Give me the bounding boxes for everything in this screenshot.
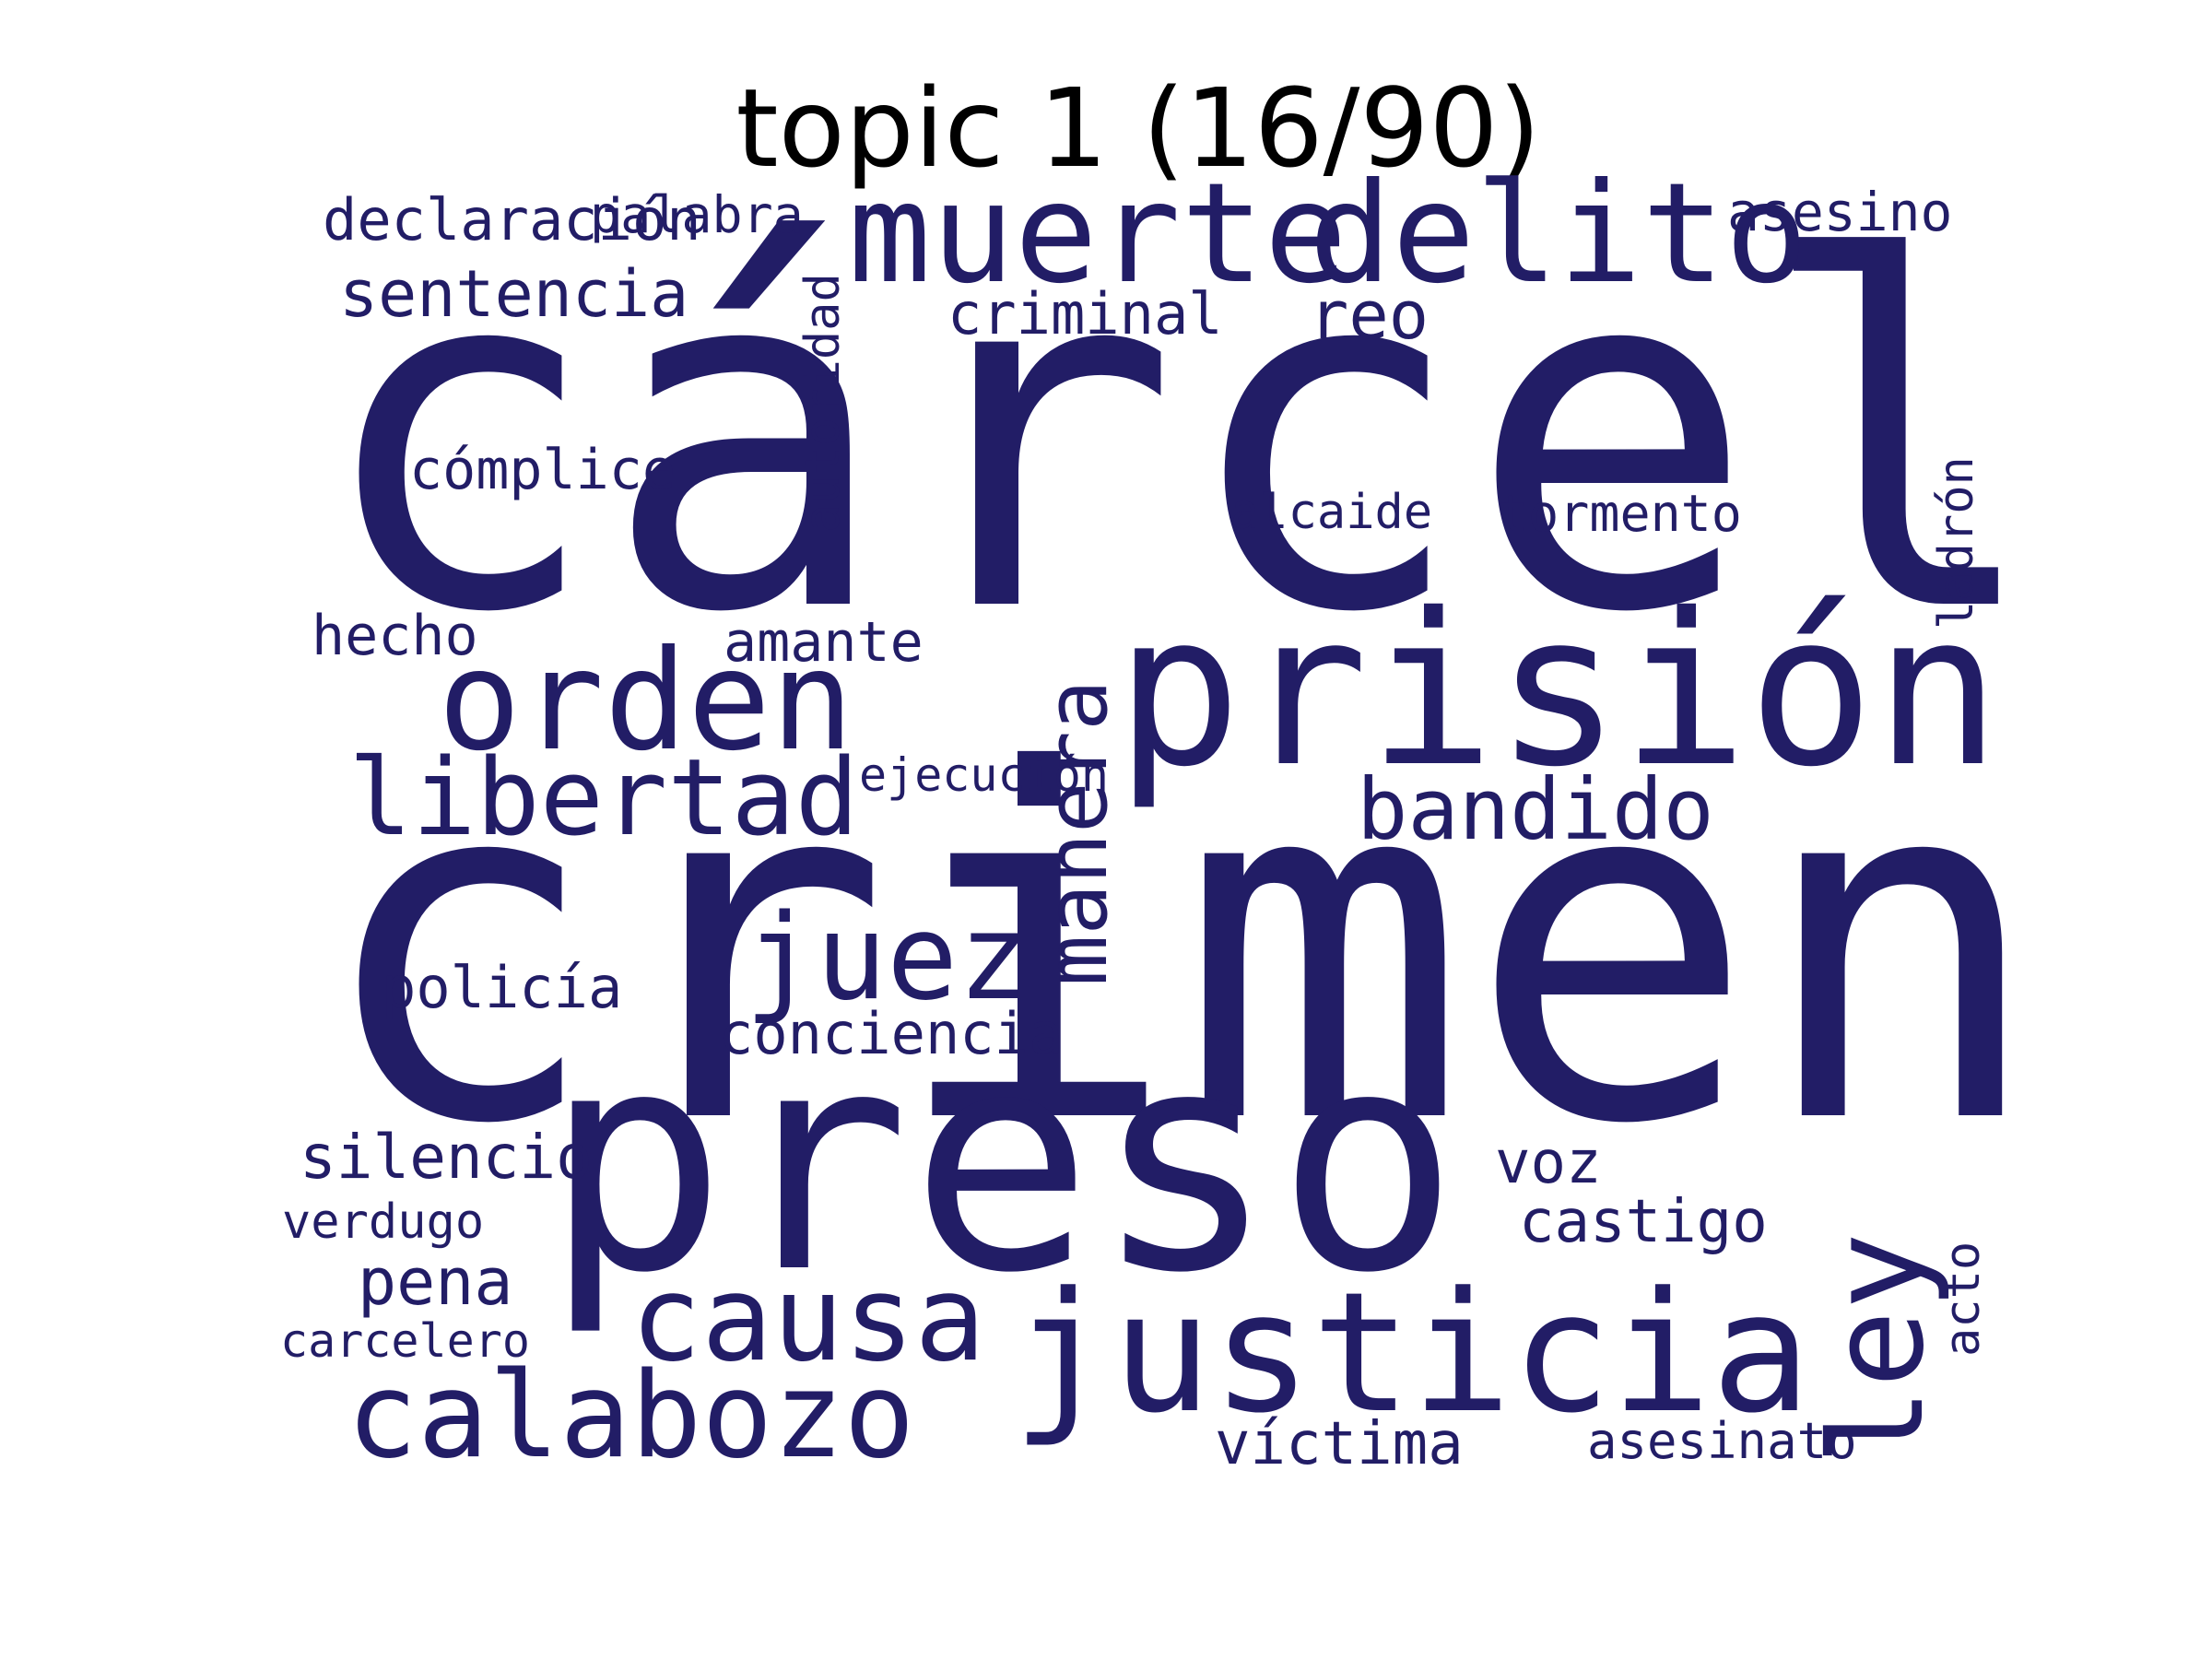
word-asesinato: verdugo bbox=[282, 1194, 484, 1250]
word-voz: ejecución bbox=[859, 748, 1109, 802]
word-libertad: libertad bbox=[348, 736, 859, 860]
word-complice: asesino bbox=[1727, 181, 1952, 243]
word-carcelero: voz bbox=[1495, 1129, 1602, 1197]
word-palabra: sentencia bbox=[339, 256, 688, 332]
word-bandido: manera bbox=[1028, 680, 1126, 986]
word-victima: castigo bbox=[1519, 1188, 1768, 1256]
word-carcel: cárcel bbox=[313, 159, 2044, 717]
word-reo: juez bbox=[745, 889, 1029, 1027]
word-acto: acto bbox=[1936, 1241, 1991, 1357]
word-conciencia: hecho bbox=[312, 604, 478, 668]
word-calabozo: calabozo bbox=[347, 1347, 915, 1485]
word-orden: orden bbox=[438, 621, 854, 782]
word-ladron: asesinato bbox=[1587, 1412, 1857, 1470]
word-pena: silencio bbox=[300, 1122, 593, 1193]
word-castigo: policía bbox=[382, 954, 622, 1021]
word-autoridad: víctima bbox=[1215, 1410, 1464, 1478]
word-declaracion: reo bbox=[1309, 276, 1429, 354]
word-crimen: crimen bbox=[313, 670, 2044, 1229]
word-causa: causa bbox=[630, 1251, 985, 1388]
word-prision: prisión bbox=[1115, 568, 2001, 813]
word-hecho: cómplice bbox=[409, 438, 676, 502]
word-muerte: muerte bbox=[848, 154, 1347, 314]
word-preso: preso bbox=[544, 985, 1459, 1339]
word-criminal: palabra bbox=[590, 185, 804, 244]
word-ejecucion: tormento bbox=[1498, 484, 1742, 543]
word-asesino: declaración bbox=[323, 186, 701, 253]
word-delito: delito bbox=[1309, 154, 1808, 314]
word-juez: ley bbox=[1803, 1232, 1953, 1465]
word-justicia: justicia bbox=[1012, 1257, 1811, 1450]
word-tormento: autoridad bbox=[795, 273, 851, 533]
word-silencio: amante bbox=[724, 610, 924, 675]
word-sentencia: bandido bbox=[1357, 760, 1714, 859]
word-cloud-title: topic 1 (16/90) bbox=[735, 65, 1540, 192]
word-verdugo: conciencia bbox=[719, 1000, 1063, 1067]
word-manera: carcelero bbox=[280, 1314, 530, 1368]
word-ley: pena bbox=[358, 1244, 513, 1320]
word-policia: ladrón bbox=[1929, 456, 1984, 629]
word-alcaide: criminal bbox=[947, 280, 1223, 347]
word-amante: alcaide bbox=[1230, 485, 1432, 540]
